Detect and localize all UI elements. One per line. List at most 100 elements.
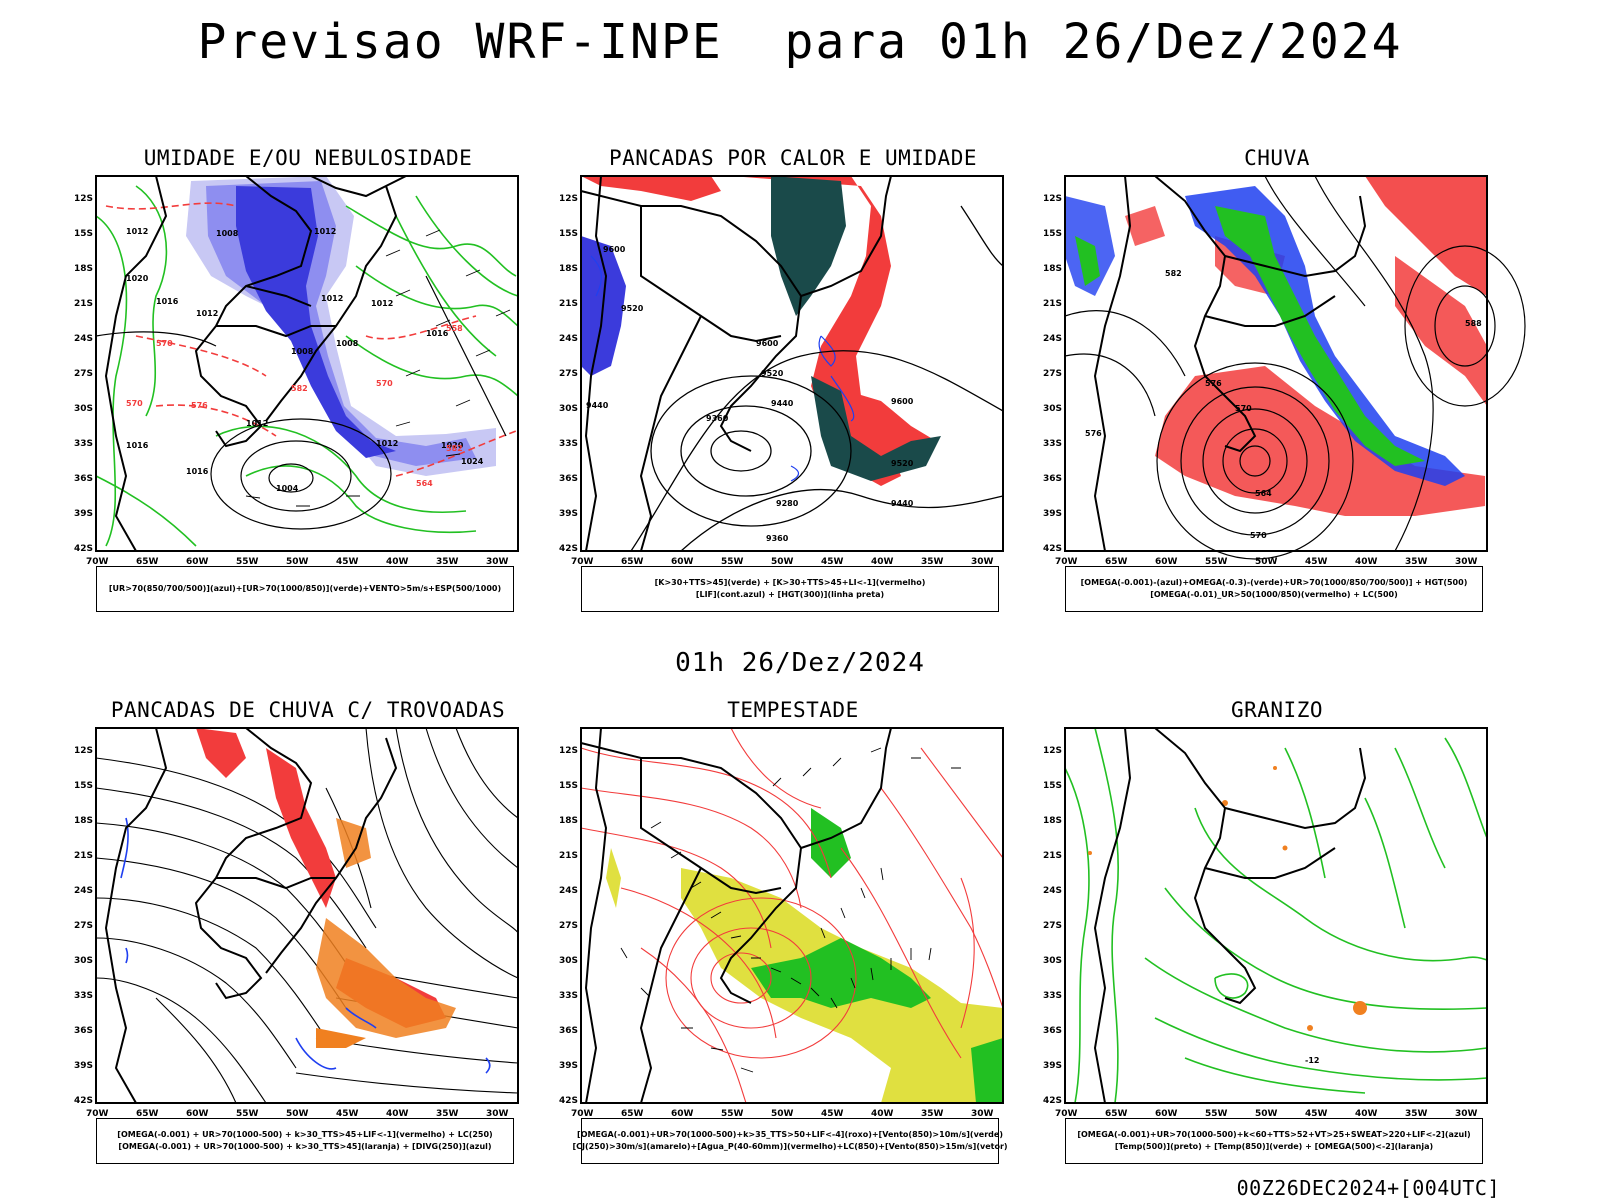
lat-label: 21S [1043,299,1062,309]
lon-label: 55W [1205,1109,1228,1119]
lat-label: 24S [74,886,93,896]
panel-trovoadas: PANCADAS DE CHUVA C/ TROVOADAS 12S 15S 1… [58,698,558,1198]
map-frame: 12S 15S 18S 21S 24S 27S 30S 33S 36S 39S … [74,194,509,567]
panel-legend: [K>30+TTS>45](verde) + [K>30+TTS>45+LI<-… [581,566,999,612]
panel-legend: [UR>70(850/700/500)](azul)+[UR>70(1000/8… [96,566,514,612]
contour-label: 1004 [276,484,299,493]
contour-labels: 582 588 576 570 576 564 570 [1085,269,1482,540]
contour-label: 1012 [314,227,336,236]
lat-label: 27S [559,921,578,931]
lon-label: 45W [1305,557,1328,567]
coastline-borders [1093,727,1367,1104]
lat-label: 39S [559,1061,578,1071]
pressure-contours [580,727,1004,1104]
map-border [1064,175,1488,552]
contour-label: 570 [156,339,173,348]
lon-label: 35W [1405,1109,1428,1119]
lat-label: 12S [559,746,578,756]
panel-legend: [OMEGA(-0.001) + UR>70(1000-500) + k>30_… [96,1118,514,1164]
lat-label: 30S [1043,956,1062,966]
green-wind-area [811,808,851,878]
lat-label: 21S [559,851,578,861]
panel-chuva: CHUVA 12S 15S 18S 21S 24S 27S 30S 33S 36… [1027,146,1527,646]
red-instability-area [581,176,721,201]
lon-label: 35W [921,557,944,567]
lat-label: 15S [74,781,93,791]
lat-label: 39S [1043,509,1062,519]
map-background [1065,728,1487,1103]
lat-label: 15S [559,229,578,239]
map-frame: 12S 15S 18S 21S 24S 27S 30S 33S 36S 39S … [1043,746,1478,1119]
contour-label: 1012 [126,227,148,236]
red-dashed-contours [105,202,517,477]
contour-label: 582 [1165,269,1182,278]
lat-label: 30S [74,404,93,414]
lat-label: 30S [1043,404,1062,414]
lat-label: 33S [559,439,578,449]
lat-label: 12S [74,194,93,204]
panel-legend: [OMEGA(-0.001)+UR>70(1000-500)+k<60+TTS>… [1065,1118,1483,1164]
lon-label: 35W [921,1109,944,1119]
lon-label: 50W [1255,557,1278,567]
coastline-borders [104,727,398,1104]
lat-label: 27S [74,921,93,931]
contour-label: -12 [1305,1056,1319,1065]
lat-label: 18S [1043,264,1062,274]
contour-label: 582 [291,384,308,393]
lif-contours [590,255,855,482]
lon-label: 35W [436,1109,459,1119]
map-border [580,727,1004,1104]
map-frame: 12S 15S 18S 21S 24S 27S 30S 33S 36S 39S … [559,746,994,1119]
contour-label: 1016 [186,467,209,476]
lat-label: 24S [1043,334,1062,344]
panel-pancadas-calor: PANCADAS POR CALOR E UMIDADE 12S 15S 18S… [543,146,1043,646]
contour-label: 576 [191,401,208,410]
panel-umidade: UMIDADE E/OU NEBULOSIDADE 12S 15S 18S 21… [58,146,558,646]
lat-label: 33S [74,439,93,449]
legend-line: [OMEGA(-0.001)+UR>70(1000-500)+k<60+TTS>… [1077,1130,1471,1139]
contour-label: 9520 [621,304,644,313]
lat-label: 18S [559,816,578,826]
lon-label: 40W [386,1109,409,1119]
divergence-contours [120,817,491,1074]
panel-title: GRANIZO [1230,698,1323,722]
lon-label: 40W [386,557,409,567]
lat-label: 18S [74,816,93,826]
contour-label: 570 [1250,531,1267,540]
lon-label: 60W [1155,1109,1178,1119]
contour-labels: 9600 9520 9600 9520 9440 9360 9280 9360 … [586,245,914,543]
lat-label: 33S [1043,439,1062,449]
lon-label: 60W [671,557,694,567]
legend-line: [OMEGA(-0.001) + UR>70(1000-500) + k>30_… [118,1142,492,1151]
lat-label: 27S [559,369,578,379]
map-border [1064,727,1488,1104]
humidity-core-area [236,186,396,458]
lon-label: 35W [1405,557,1428,567]
lon-label: 50W [1255,1109,1278,1119]
contour-label: 1020 [126,274,149,283]
lon-label: 55W [721,557,744,567]
contour-label: 9360 [706,414,729,423]
legend-line: [OMEGA(-0.01)_UR>50(1000/850)(vermelho) … [1150,590,1398,599]
lat-label: 27S [1043,921,1062,931]
lat-label: 36S [1043,1026,1062,1036]
contour-label: 1016 [156,297,179,306]
hgt-contours [1064,175,1526,560]
lat-label: 15S [1043,781,1062,791]
lat-label: 30S [559,956,578,966]
lon-label: 40W [1355,557,1378,567]
contour-label: 564 [416,479,433,488]
contour-label: 1012 [371,299,393,308]
lat-label: 18S [1043,816,1062,826]
lat-label: 12S [1043,746,1062,756]
lon-label: 50W [771,1109,794,1119]
map-frame: 12S 15S 18S 21S 24S 27S 30S 33S 36S 39S … [559,194,994,567]
lat-label: 12S [559,194,578,204]
green-omega-area [1215,206,1425,466]
lon-label: 60W [1155,557,1178,567]
lon-label: 50W [286,557,309,567]
map-tempestade: 12S 15S 18S 21S 24S 27S 30S 33S 36S 39S … [559,727,1004,1119]
lat-label: 33S [559,991,578,1001]
green-wind-area [751,938,931,1008]
lat-label: 30S [559,404,578,414]
